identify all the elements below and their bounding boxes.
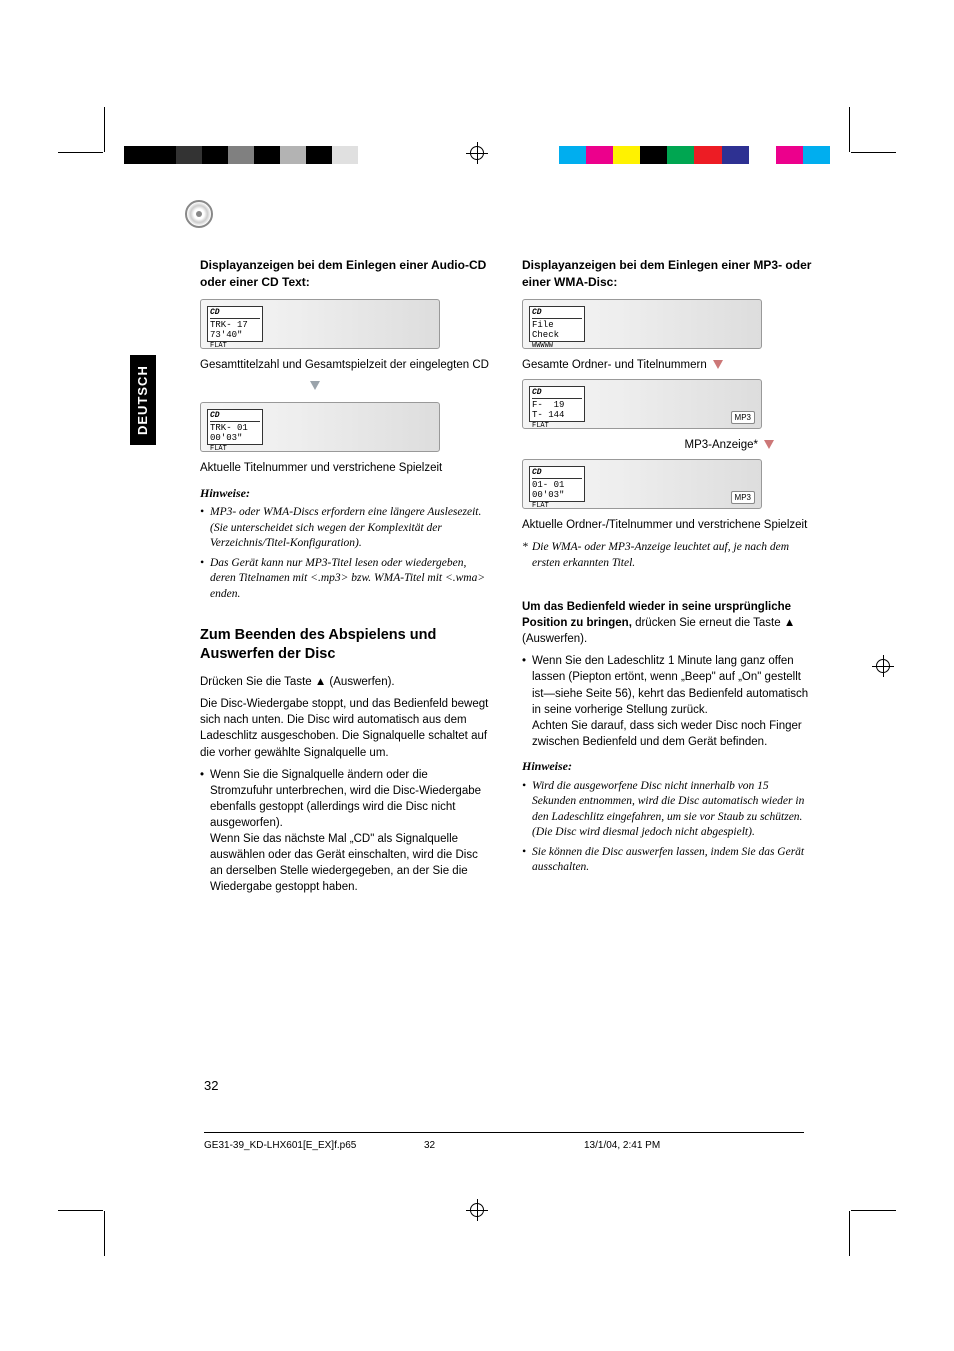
footer-date: 13/1/04, 2:41 PM (584, 1139, 804, 1153)
notes-heading: Hinweise: (522, 758, 814, 775)
crop-mark (851, 1210, 896, 1211)
left-column: Displayanzeigen bei dem Einlegen einer A… (200, 257, 492, 899)
page-content: DEUTSCH Displayanzeigen bei dem Einlegen… (130, 175, 824, 1165)
color-segment (722, 146, 749, 164)
caption-current-track: Aktuelle Titelnummer und verstrichene Sp… (200, 460, 492, 476)
notes-heading: Hinweise: (200, 485, 492, 502)
crop-mark (58, 1210, 103, 1211)
registration-mark-icon (872, 655, 894, 677)
heading-display-audio-cd: Displayanzeigen bei dem Einlegen einer A… (200, 257, 492, 291)
color-segment (776, 146, 803, 164)
lcd-content: CDTRK- 01 00'03" FLAT (207, 409, 263, 445)
footer-page: 32 (424, 1139, 584, 1153)
heading-display-mp3-wma: Displayanzeigen bei dem Einlegen einer M… (522, 257, 814, 291)
notes-list: Wird die ausgeworfene Disc nicht innerha… (522, 779, 814, 876)
color-segment (694, 146, 721, 164)
lcd-content: CDFile Check WWWWW (529, 306, 585, 342)
note-item: MP3- oder WMA-Discs erfordern eine länge… (200, 505, 492, 552)
paragraph: Um das Bedienfeld wieder in seine ursprü… (522, 599, 814, 647)
color-segment (228, 146, 254, 164)
lcd-display-image: CD01- 01 00'03" FLAT MP3 (522, 459, 762, 509)
color-segment (332, 146, 358, 164)
crop-mark (104, 1211, 105, 1256)
registration-mark-icon (466, 1199, 488, 1221)
color-bar-left (124, 146, 384, 164)
note-item: Das Gerät kann nur MP3-Titel lesen oder … (200, 556, 492, 603)
color-segment (640, 146, 667, 164)
crop-mark (851, 152, 896, 153)
crop-mark (58, 152, 103, 153)
lcd-content: CDF- 19 T- 144 FLAT (529, 386, 585, 422)
color-bar-right (559, 146, 830, 164)
color-segment (176, 146, 202, 164)
language-tab: DEUTSCH (130, 355, 156, 445)
paragraph: Die Disc-Wiedergabe stoppt, und das Bedi… (200, 696, 492, 760)
color-segment (202, 146, 228, 164)
bullet-item: Wenn Sie den Ladeschlitz 1 Minute lang g… (522, 653, 814, 750)
cd-icon (185, 200, 227, 230)
section-heading-stop-eject: Zum Beenden des Abspielens und Auswerfen… (200, 626, 492, 664)
footer: GE31-39_KD-LHX601[E_EX]f.p65 32 13/1/04,… (204, 1132, 804, 1153)
color-segment (749, 146, 776, 164)
color-segment (803, 146, 830, 164)
color-segment (586, 146, 613, 164)
right-column: Displayanzeigen bei dem Einlegen einer M… (522, 257, 814, 899)
color-segment (150, 146, 176, 164)
lcd-display-image: CDFile Check WWWWW (522, 299, 762, 349)
footnote: Die WMA- oder MP3-Anzeige leuchtet auf, … (522, 539, 814, 571)
color-segment (358, 146, 384, 164)
color-segment (667, 146, 694, 164)
caption-mp3-indicator: MP3-Anzeige* (684, 437, 758, 453)
crop-mark (104, 107, 105, 152)
color-segment (559, 146, 586, 164)
lcd-display-image: CDTRK- 17 73'40" FLAT (200, 299, 440, 349)
arrow-down-icon (310, 381, 320, 390)
footer-filename: GE31-39_KD-LHX601[E_EX]f.p65 (204, 1139, 424, 1153)
lcd-content: CDTRK- 17 73'40" FLAT (207, 306, 263, 342)
crop-mark (849, 1211, 850, 1256)
color-segment (306, 146, 332, 164)
note-item: Sie können die Disc auswerfen lassen, in… (522, 845, 814, 876)
caption-total-tracks: Gesamttitelzahl und Gesamtspielzeit der … (200, 357, 492, 373)
color-segment (280, 146, 306, 164)
mp3-indicator: MP3 (731, 491, 755, 504)
notes-list: MP3- oder WMA-Discs erfordern eine länge… (200, 505, 492, 602)
color-segment (613, 146, 640, 164)
lcd-display-image: CDTRK- 01 00'03" FLAT (200, 402, 440, 452)
paragraph: Drücken Sie die Taste ▲ (Auswerfen). (200, 674, 492, 690)
note-item: Wird die ausgeworfene Disc nicht innerha… (522, 779, 814, 841)
registration-mark-icon (466, 142, 488, 164)
mp3-indicator: MP3 (731, 411, 755, 424)
page-number: 32 (204, 1077, 218, 1095)
lcd-content: CD01- 01 00'03" FLAT (529, 466, 585, 502)
caption-current-folder-track: Aktuelle Ordner-/Titelnummer und verstri… (522, 517, 814, 533)
arrow-down-icon (713, 360, 723, 369)
bullet-item: Wenn Sie die Signalquelle ändern oder di… (200, 767, 492, 896)
arrow-down-icon (764, 440, 774, 449)
lcd-display-image: CDF- 19 T- 144 FLAT MP3 (522, 379, 762, 429)
color-segment (254, 146, 280, 164)
crop-mark (849, 107, 850, 152)
caption-total-folders: Gesamte Ordner- und Titelnummern (522, 357, 707, 373)
color-segment (124, 146, 150, 164)
